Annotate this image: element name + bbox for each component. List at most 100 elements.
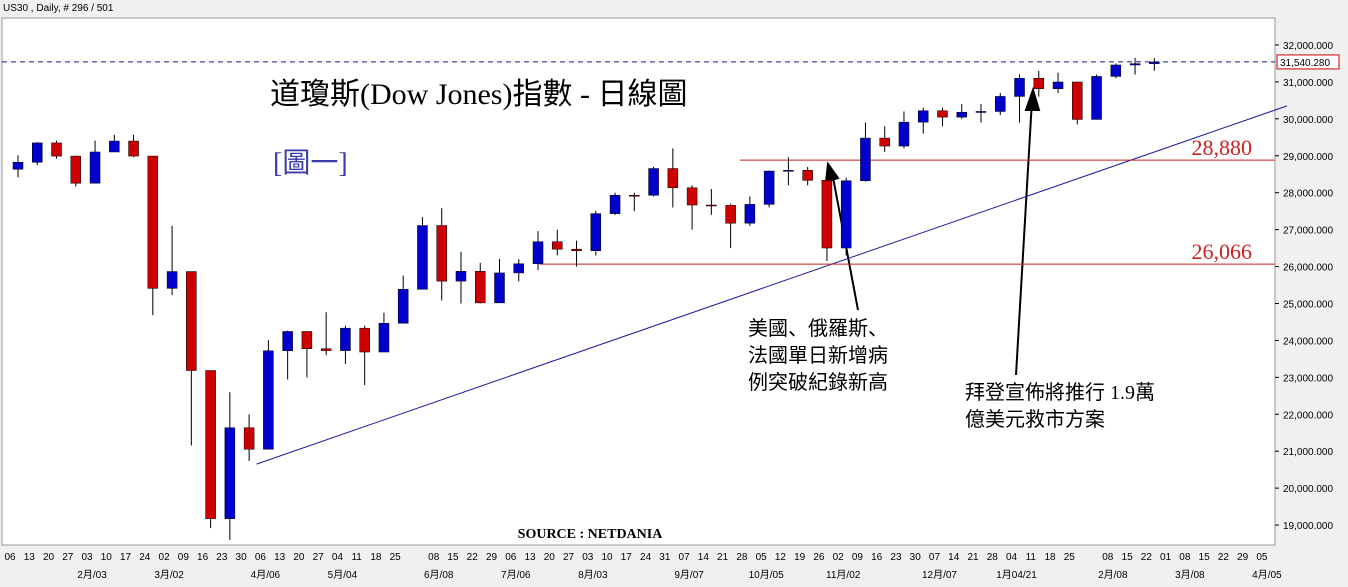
trendline	[256, 105, 1288, 465]
annotation: 法國單日新增病	[748, 344, 888, 367]
x-tick-label: 19	[794, 552, 806, 563]
x-tick-label: 07	[929, 552, 941, 563]
annotation: 美國、俄羅斯、	[748, 317, 888, 340]
candle-body	[494, 272, 505, 304]
x-tick-label: 22	[1141, 552, 1153, 563]
x-tick-label: 14	[698, 552, 710, 563]
x-tick-label: 06	[505, 552, 517, 563]
x-tick-label: 10	[101, 552, 113, 563]
x-tick-label: 29	[486, 552, 498, 563]
x-tick-label: 16	[197, 552, 209, 563]
x-tick-label: 06	[255, 552, 267, 563]
candle-body	[937, 110, 948, 118]
x-tick-label: 02	[159, 552, 171, 563]
x-tick-label: 27	[563, 552, 575, 563]
candle-body	[590, 213, 602, 251]
x-tick-label: 18	[1044, 552, 1056, 563]
x-tick-label: 09	[852, 552, 864, 563]
arrowhead	[824, 161, 840, 184]
candle-body	[455, 271, 467, 282]
month-label: 7月/06	[501, 569, 531, 581]
x-tick-label: 17	[120, 552, 132, 563]
candle-body	[417, 225, 428, 290]
candle-body	[263, 350, 274, 450]
x-tick-label: 26	[813, 552, 825, 563]
annotation: 例突破紀錄新高	[748, 371, 888, 394]
level-label: 26,066	[1192, 239, 1253, 264]
candle-body	[706, 204, 717, 207]
arrowhead	[1024, 86, 1041, 111]
x-tick-label: 25	[390, 552, 402, 563]
candle-body	[686, 187, 698, 206]
x-tick-label: 03	[582, 552, 594, 563]
candle-body	[32, 142, 43, 163]
candle-body	[1072, 81, 1083, 120]
x-tick-label: 05	[756, 552, 768, 563]
candle-body	[128, 140, 139, 157]
candle-body	[648, 168, 659, 196]
x-tick-label: 06	[4, 552, 16, 563]
candle-body	[320, 348, 332, 351]
month-label: 2月/08	[1098, 569, 1128, 581]
candle-body	[802, 170, 813, 181]
x-tick-label: 15	[1122, 552, 1134, 563]
x-tick-label: 07	[679, 552, 691, 563]
candle-body	[995, 96, 1006, 112]
x-tick-label: 22	[467, 552, 479, 563]
x-tick-label: 01	[1160, 552, 1172, 563]
x-tick-label: 24	[640, 552, 652, 563]
candle-body	[359, 327, 370, 353]
candle-body	[378, 322, 390, 353]
x-tick-label: 21	[717, 552, 729, 563]
y-tick-label: 25,000.000	[1283, 299, 1333, 310]
candle-body	[879, 137, 890, 147]
x-tick-label: 21	[967, 552, 979, 563]
candle-body	[186, 271, 197, 371]
x-tick-label: 15	[1199, 552, 1211, 563]
annotation: 億美元救市方案	[965, 408, 1105, 431]
candle-body	[1129, 63, 1141, 66]
month-label: 1月04/21	[996, 569, 1037, 581]
x-tick-label: 31	[659, 552, 671, 563]
y-tick-label: 24,000.000	[1283, 336, 1333, 347]
candle-body	[282, 331, 293, 352]
month-label: 3月/02	[154, 569, 184, 581]
price-label: 31,540.280	[1280, 58, 1330, 69]
candle-body	[147, 155, 159, 289]
x-tick-label: 23	[890, 552, 902, 563]
x-tick-label: 09	[178, 552, 190, 563]
x-tick-label: 13	[274, 552, 286, 563]
x-tick-label: 13	[524, 552, 536, 563]
candle-body	[956, 111, 967, 118]
candle-body	[763, 170, 775, 205]
x-tick-label: 16	[871, 552, 883, 563]
y-tick-label: 32,000.000	[1283, 41, 1333, 52]
y-tick-label: 30,000.000	[1283, 115, 1333, 126]
month-label: 4月/06	[251, 569, 281, 581]
candle-body	[860, 137, 871, 182]
x-tick-label: 02	[833, 552, 845, 563]
candle-body	[70, 155, 82, 184]
candle-body	[205, 370, 216, 519]
source: SOURCE : NETDANIA	[518, 527, 664, 542]
x-tick-label: 20	[293, 552, 305, 563]
x-tick-label: 08	[1102, 552, 1114, 563]
month-label: 5月/04	[328, 569, 358, 581]
arrow	[1015, 99, 1033, 376]
y-tick-label: 23,000.000	[1283, 373, 1333, 384]
month-label: 8月/03	[578, 569, 608, 581]
candle-body	[1149, 61, 1160, 64]
y-tick-label: 20,000.000	[1283, 484, 1333, 495]
candle-body	[571, 248, 582, 251]
candle-body	[301, 331, 313, 349]
x-tick-label: 29	[1237, 552, 1249, 563]
candle-body	[552, 241, 563, 250]
candle-body	[1110, 64, 1122, 77]
candle-body	[166, 271, 178, 289]
candle-body	[474, 271, 486, 304]
annotation: 拜登宣佈將推行 1.9萬	[965, 381, 1155, 404]
y-tick-label: 31,000.000	[1283, 78, 1333, 89]
x-tick-label: 15	[447, 552, 459, 563]
candle-body	[821, 180, 833, 249]
